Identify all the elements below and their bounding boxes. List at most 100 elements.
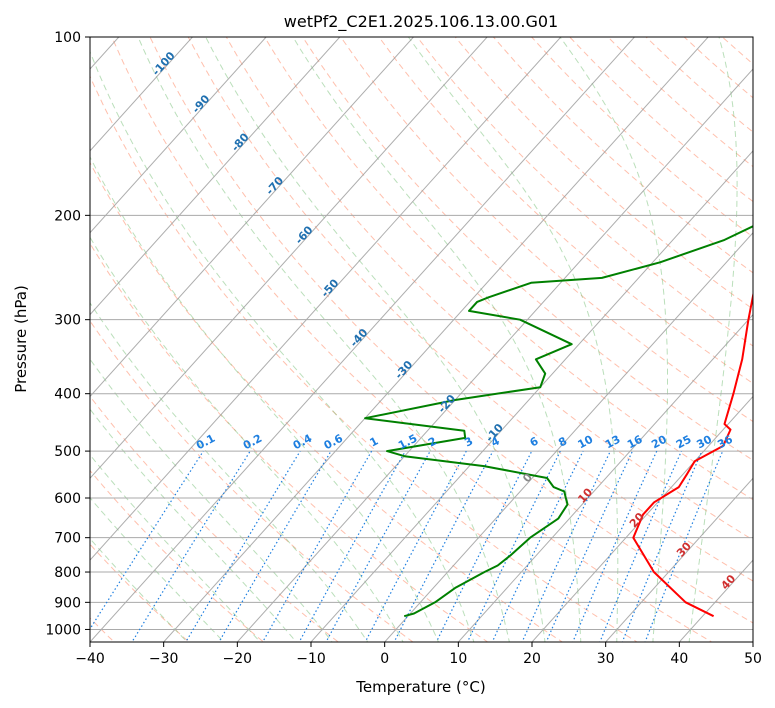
moist-adiabat [90,236,404,642]
isotherm-label: -30 [392,358,415,382]
mixing-ratio-line [491,450,584,642]
moist-adiabat [205,37,546,642]
dry-adiabat [90,543,190,642]
isotherm-line [90,37,415,398]
dry-adiabat [111,37,713,642]
y-axis-title: Pressure (hPa) [12,285,30,393]
x-tick-label: −10 [296,651,326,667]
x-tick-label: 50 [744,651,762,667]
temperature-profile [632,290,753,618]
dry-adiabat [90,75,638,642]
dry-adiabat [454,37,753,310]
isotherm-label: -80 [229,130,252,154]
isotherm-label: -20 [435,392,458,416]
dry-adiabat [530,37,753,238]
y-tick-label: 600 [54,491,81,507]
series-layer [364,225,753,618]
warm-isotherm-label: 10 [575,485,595,505]
moist-adiabat [559,37,668,642]
mixing-ratio-label: 0.1 [194,432,217,453]
y-tick-label: 700 [54,531,81,547]
grid-layer [90,37,753,642]
warm-isotherm-label: 0 [520,470,535,485]
isotherm-line [90,37,636,642]
dry-adiabat [149,37,753,624]
mixing-ratio-label: 8 [556,434,569,449]
mixing-ratio-label: 30 [694,433,714,452]
dry-adiabat [302,37,753,461]
mixing-ratio-line [364,450,467,642]
dry-adiabat [225,37,753,541]
x-tick-label: −20 [223,651,253,667]
moist-adiabat [90,302,369,642]
plot-frame [89,36,754,643]
isotherm-label: -70 [263,174,286,198]
mixing-ratio-line [262,450,373,642]
dry-adiabat [416,37,753,347]
dry-adiabat [90,161,564,642]
isotherm-line [604,477,753,642]
isotherm-label: -90 [190,92,213,116]
isotherm-line [236,68,753,642]
mixing-ratio-label: 1 [368,434,381,449]
x-tick-label: −30 [149,651,179,667]
warm-isotherm-label: 30 [674,539,694,559]
y-tick-label: 400 [54,387,81,403]
mixing-ratio-line [393,450,494,642]
warm-isotherm-label: 40 [718,572,738,592]
mixing-ratio-label: 0.4 [291,432,315,453]
mixing-ratio-line [435,450,533,642]
mixing-ratio-label: 10 [576,433,596,452]
dry-adiabat [263,37,753,501]
isotherm-line [531,395,753,642]
mixing-ratio-label: 25 [674,433,694,452]
moist-adiabat [407,37,619,642]
moist-adiabat [90,50,475,642]
y-tick-label: 900 [54,595,81,611]
mixing-ratio-line [572,450,658,642]
isotherm-line [90,37,194,152]
isotherm-line [90,37,341,316]
x-tick-label: 30 [597,651,615,667]
moist-adiabat [90,408,297,642]
isotherm-line [457,313,753,642]
mixing-ratio-line [599,450,682,642]
x-tick-label: 10 [449,651,467,667]
mixing-ratio-line [218,450,332,642]
isotherm-line [90,37,488,480]
x-tick-label: −40 [75,651,105,667]
moist-adiabat [90,358,333,642]
dry-adiabat [90,320,414,642]
y-tick-label: 1000 [45,622,81,638]
moist-adiabat [137,37,510,642]
dry-adiabat [378,37,753,385]
mixing-ratio-label: 1.5 [396,432,419,453]
moist-adiabat [292,37,582,642]
dry-adiabat [90,242,489,642]
dry-adiabat [340,37,753,423]
mixing-ratio-line [621,450,703,642]
mixing-ratio-line [298,450,406,642]
isotherm-label: -10 [483,421,506,445]
dewpoint-profile [364,225,753,618]
x-tick-label: 0 [380,651,389,667]
y-tick-label: 300 [54,313,81,329]
isotherm-label: -40 [347,326,370,350]
isotherm-label: -100 [150,49,178,78]
y-tick-label: 500 [54,444,81,460]
mixing-ratio-label: 16 [625,433,645,452]
y-tick-label: 800 [54,565,81,581]
mixing-ratio-label: 20 [649,433,669,452]
mixing-ratio-line [325,450,431,642]
dry-adiabat [90,469,265,642]
mixing-ratio-label: 6 [528,434,541,449]
isotherm-line [310,150,753,642]
mixing-ratio-label: 36 [715,433,735,452]
mixing-ratio-line [466,450,561,642]
mixing-ratio-line [545,450,634,642]
mixing-ratio-line [131,450,251,642]
chart-title: wetPf2_C2E1.2025.106.13.00.G01 [284,12,558,32]
isotherm-line [383,231,753,642]
mixing-ratio-line [185,450,301,642]
